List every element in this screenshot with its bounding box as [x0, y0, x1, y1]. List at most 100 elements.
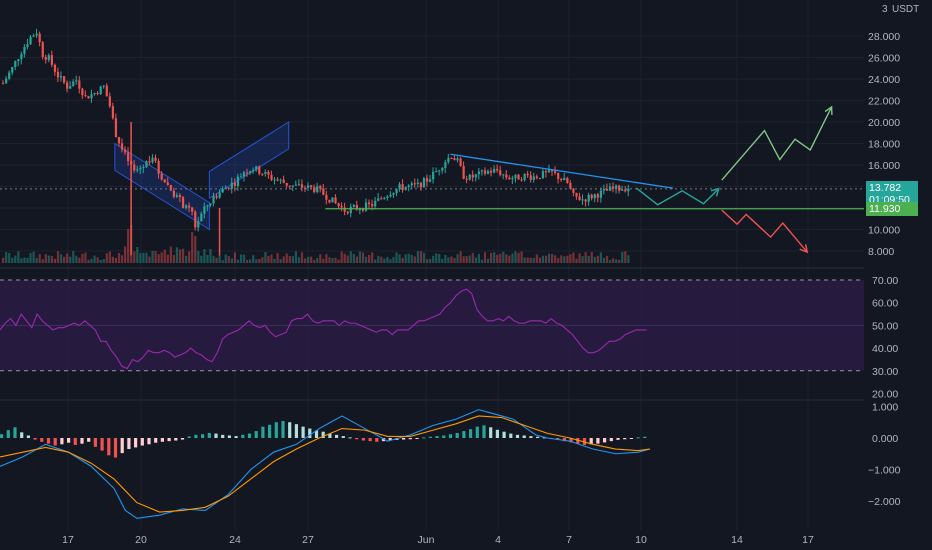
volume-bar: [96, 257, 99, 263]
candle-body: [105, 85, 108, 97]
candle-body: [50, 55, 53, 65]
candle-body: [209, 203, 212, 206]
candle-body: [44, 57, 47, 60]
volume-bar: [560, 255, 563, 263]
volume-bar: [316, 257, 319, 263]
candle-body: [120, 143, 124, 150]
macd-histogram-bar: [26, 435, 30, 438]
candle-body: [178, 195, 182, 198]
chart-area[interactable]: [0, 0, 864, 530]
candle-body: [181, 197, 185, 208]
candle-body: [474, 174, 477, 178]
candle-body: [541, 171, 545, 179]
rsi-line: [0, 288, 647, 370]
volume-bar: [239, 254, 243, 263]
macd-histogram-bar: [482, 425, 486, 438]
candle-body: [236, 176, 240, 186]
chart-svg[interactable]: [0, 0, 864, 530]
volume-bar: [340, 251, 343, 263]
projection-sideways-arrowhead: [710, 187, 720, 197]
volume-bar: [178, 249, 182, 263]
rsi-tick-label: 40.00: [872, 343, 898, 355]
candle-body: [517, 174, 520, 180]
time-axis[interactable]: 17 20 24 27 Jun 4 7 10 14 17: [0, 530, 864, 550]
volume-bar: [621, 252, 624, 263]
volume-bar: [209, 249, 212, 263]
volume-bar: [590, 252, 593, 263]
volume-bar: [547, 253, 551, 263]
volume-bar: [325, 254, 328, 263]
volume-bar: [294, 251, 297, 263]
macd-tick-label: 1.000: [872, 402, 898, 414]
candle-body: [26, 44, 29, 47]
volume-bar: [490, 253, 493, 263]
volume-bar: [624, 251, 627, 263]
macd-histogram-bar: [67, 438, 71, 443]
volume-bar: [618, 259, 621, 263]
volume-bar: [197, 251, 200, 263]
candle-body: [505, 174, 508, 178]
price-scale[interactable]: 28.000 26.000 24.000 22.000 20.000 18.000 16.0…: [864, 0, 932, 530]
candle-body: [307, 185, 310, 188]
candle-body: [5, 78, 8, 84]
volume-bar: [206, 254, 209, 263]
volume-bar: [127, 229, 130, 263]
volume-bar: [602, 257, 606, 263]
volume-bar: [148, 256, 151, 263]
volume-bar: [11, 257, 14, 263]
macd-histogram-bar: [254, 431, 258, 438]
candle-body: [203, 206, 206, 214]
candle-body: [490, 170, 493, 173]
volume-bar: [541, 255, 545, 263]
volume-bar: [349, 251, 352, 263]
volume-bar: [218, 254, 221, 263]
volume-bar: [493, 252, 496, 263]
macd-histogram-bar: [589, 438, 593, 445]
volume-bar: [419, 251, 423, 263]
candle-body: [142, 167, 145, 169]
candle-body: [547, 169, 551, 173]
rsi-indicator: [0, 279, 864, 372]
volume-bar: [307, 256, 310, 263]
volume-bar: [14, 255, 17, 263]
macd-histogram-bar: [234, 436, 238, 438]
volume-bar: [154, 251, 157, 263]
candle-body: [276, 179, 279, 181]
macd-histogram-bar: [314, 430, 319, 438]
candle-body: [355, 205, 358, 210]
volume-bar: [569, 254, 572, 263]
volume-bar: [142, 252, 145, 263]
candle-body: [59, 76, 63, 78]
volume-bar: [282, 256, 285, 263]
time-label: 24: [229, 534, 241, 546]
price-tick-label: 22.000: [868, 96, 900, 108]
time-label: 20: [135, 534, 147, 546]
volume-bar: [26, 257, 29, 263]
time-label: 10: [635, 534, 647, 546]
macd-histogram-bar: [536, 436, 540, 438]
volume-bar: [410, 254, 413, 263]
time-label: 17: [802, 534, 814, 546]
price-tick-label: 18.000: [868, 139, 900, 151]
candle-body: [435, 171, 438, 173]
rsi-tick-label: 60.00: [872, 298, 898, 310]
candle-body: [270, 174, 273, 180]
volume-bar: [328, 257, 331, 263]
axis-corner: [864, 530, 932, 550]
candle-body: [468, 174, 471, 180]
candle-body: [20, 53, 23, 60]
candle-body: [221, 188, 224, 193]
rsi-tick-label: 50.00: [872, 320, 898, 332]
candle-body: [465, 178, 468, 180]
candle-body: [499, 170, 502, 175]
rsi-tick-label: 20.00: [872, 389, 898, 401]
candle-body: [114, 118, 118, 138]
volume-bar: [416, 251, 419, 263]
candle-body: [410, 183, 413, 186]
candle-body: [288, 185, 291, 187]
volume-bar: [29, 253, 32, 263]
macd-histogram-bar: [448, 434, 453, 438]
volume-bar: [337, 259, 340, 263]
macd-histogram-bar: [596, 438, 600, 444]
candle-body: [102, 85, 105, 87]
